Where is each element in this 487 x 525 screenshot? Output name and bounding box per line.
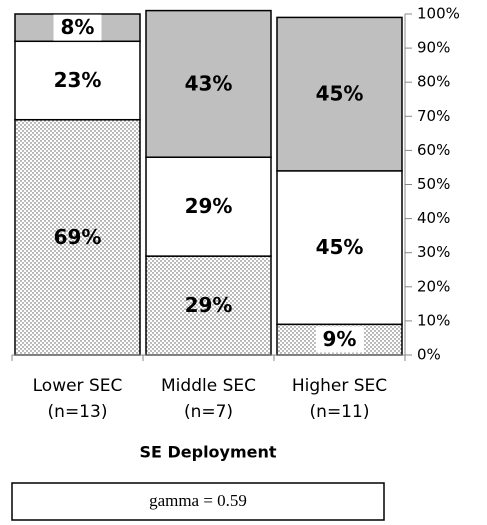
data-label: 29% [185,293,233,317]
x-tick-label: (n=13) [48,402,108,422]
bar-segment [145,156,272,257]
y-tick-label: 60% [417,141,450,159]
data-label: 45% [316,235,364,259]
data-label: 23% [54,68,102,92]
annotation-box [11,482,385,521]
y-tick-label: 40% [417,209,450,227]
x-tick-label: Higher SEC [292,376,387,396]
annotation: gamma = 0.59 [149,491,247,510]
bar-segment [14,118,141,356]
y-tick-label: 100% [417,5,460,23]
bar-segment [276,170,403,326]
data-label: 43% [185,71,233,95]
y-tick-label: 0% [417,346,441,364]
x-tick-label: (n=7) [184,402,233,422]
label-bg [53,14,102,41]
data-label: 45% [316,82,364,106]
y-tick-label: 70% [417,107,450,125]
bar-segment [145,9,272,158]
data-label: 8% [61,15,95,39]
y-tick-label: 80% [417,73,450,91]
x-tick-label: (n=11) [310,402,370,422]
bar-segment [276,16,403,172]
label-bg [315,326,364,353]
y-tick-label: 10% [417,311,450,329]
y-tick-label: 20% [417,277,450,295]
x-tick-label: Middle SEC [161,376,256,396]
x-axis-label: SE Deployment [139,443,276,462]
data-label: 69% [54,225,102,249]
x-tick-label: Lower SEC [33,376,123,396]
y-tick-label: 90% [417,39,450,57]
y-tick-label: 50% [417,175,450,193]
y-tick-label: 30% [417,243,450,261]
data-label: 9% [323,327,357,351]
data-label: 29% [185,194,233,218]
